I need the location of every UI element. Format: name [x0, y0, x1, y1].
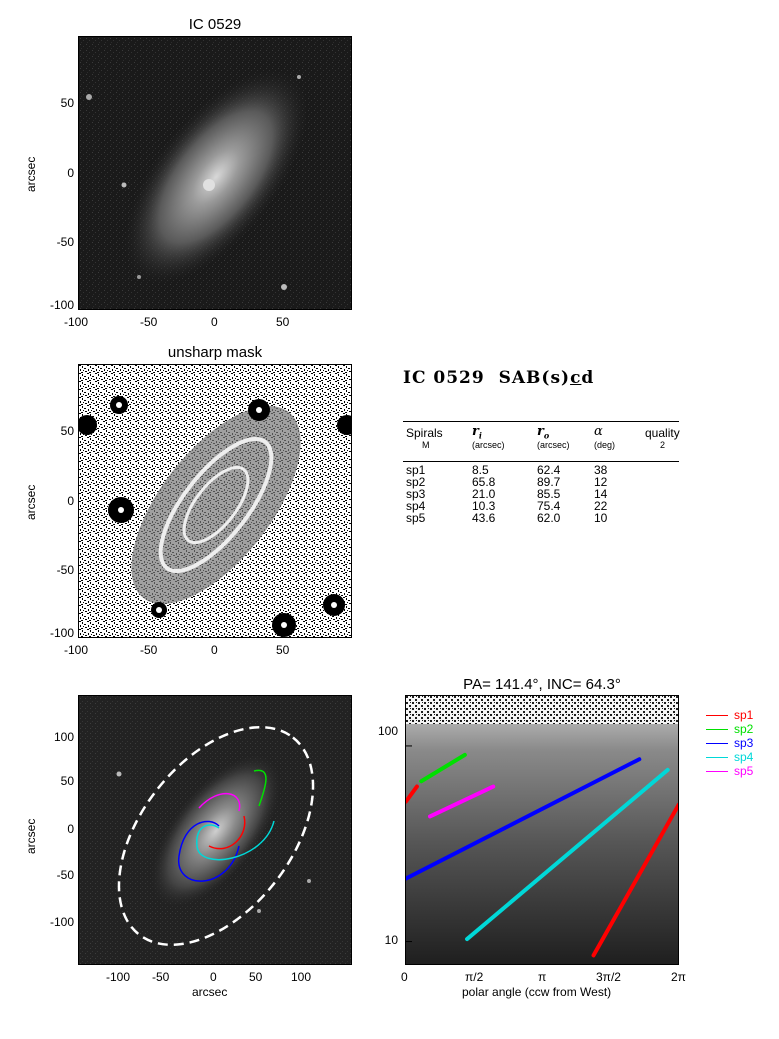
- morph-c: c: [570, 368, 582, 388]
- panel4-polar-plot: [405, 695, 679, 965]
- hdr-ri-unit: (arcsec): [472, 440, 505, 450]
- panel4-xtick: 3π/2: [596, 970, 621, 984]
- legend-swatch: [706, 757, 728, 759]
- panel2-xtick: -100: [64, 643, 89, 657]
- panel1-xtick: 0: [211, 315, 218, 329]
- panel4-xtick: 2π: [671, 970, 686, 984]
- legend-item: sp1: [706, 708, 753, 722]
- spirals-table: sp1 8.5 62.4 38 sp2 65.8 89.7 12 sp3 21.0 85.5 14…: [406, 464, 607, 524]
- table-mid-rule: [403, 461, 679, 462]
- table-top-rule: [403, 421, 679, 422]
- legend-item: sp3: [706, 736, 753, 750]
- panel3-ytick: -50: [56, 868, 74, 882]
- panel3-xtick: 50: [249, 970, 263, 984]
- galaxy-name: IC 0529: [403, 368, 485, 388]
- panel3-ytick: 0: [67, 822, 74, 836]
- legend-item: sp2: [706, 722, 753, 736]
- panel3-ylabel: arcsec: [24, 818, 38, 854]
- panel4-ytick: 100: [377, 724, 398, 738]
- series-line-sp1: [406, 784, 419, 804]
- hdr-quality: quality: [645, 426, 680, 440]
- panel2-ytick: -50: [56, 563, 74, 577]
- table-row: sp4 10.3 75.4 22: [406, 499, 608, 513]
- legend-item: sp5: [706, 764, 753, 778]
- hdr-spirals: Spirals: [406, 426, 443, 440]
- series-line-sp2: [419, 752, 467, 784]
- panel3-xtick: 100: [291, 970, 312, 984]
- panel1-title: IC 0529: [188, 16, 242, 33]
- morph-post: d: [581, 368, 595, 388]
- legend-swatch: [706, 743, 728, 745]
- table-row: sp5 43.6 62.0 10: [406, 511, 608, 525]
- panel4-title: PA= 141.4°, INC= 64.3°: [463, 676, 621, 693]
- legend-swatch: [706, 771, 728, 773]
- panel2-ytick: -100: [49, 626, 74, 640]
- series-line-sp4: [465, 767, 670, 942]
- morph-pre: SAB(s): [498, 368, 571, 388]
- panel1-xtick: -100: [64, 315, 89, 329]
- panel2-xtick: -50: [140, 643, 158, 657]
- panel2-title: unsharp mask: [167, 344, 263, 361]
- panel3-ytick: 50: [60, 774, 74, 788]
- panel1-ylabel: arcsec: [24, 156, 38, 192]
- panel1-ytick: -100: [49, 298, 74, 312]
- hdr-alpha-unit: (deg): [594, 440, 616, 450]
- legend-item: sp4: [706, 750, 753, 764]
- legend-swatch: [706, 715, 728, 717]
- polar-chart-svg: [406, 696, 678, 964]
- panel2-xtick: 0: [211, 643, 218, 657]
- panel1-xtick: -50: [140, 315, 158, 329]
- panel4-xlabel: polar angle (ccw from West): [462, 985, 612, 999]
- panel1-xtick: 50: [276, 315, 290, 329]
- panel2-ytick: 0: [67, 494, 74, 508]
- galaxy-classification-title: IC 0529 SAB(s)cd: [403, 368, 594, 388]
- panel3-xtick: -100: [106, 970, 131, 984]
- hdr-ro: ro: [537, 424, 550, 441]
- panel2-unsharp-image: [78, 364, 352, 638]
- hdr-ro-unit: (arcsec): [537, 440, 570, 450]
- panel4-xtick: π/2: [465, 970, 484, 984]
- panel1-ytick: -50: [56, 235, 74, 249]
- panel2-xtick: 50: [276, 643, 290, 657]
- panel4-ytick: 10: [384, 933, 398, 947]
- table-row: sp1 8.5 62.4 38: [406, 463, 608, 477]
- table-row: sp2 65.8 89.7 12: [406, 475, 608, 489]
- hdr-ri: ri: [472, 424, 482, 441]
- panel3-ytick: -100: [49, 915, 74, 929]
- hdr-m: M: [422, 440, 430, 450]
- series-line-sp5: [427, 784, 496, 819]
- spiral-legend: sp1 sp2 sp3 sp4 sp5: [706, 708, 753, 778]
- panel4-xtick: 0: [401, 970, 408, 984]
- table-row: sp3 21.0 85.5 14: [406, 487, 608, 501]
- hdr-alpha: α: [594, 424, 603, 439]
- panel3-xtick: 0: [210, 970, 217, 984]
- legend-swatch: [706, 729, 728, 731]
- panel2-ylabel: arcsec: [24, 484, 38, 520]
- panel2-ytick: 50: [60, 424, 74, 438]
- panel3-xlabel: arcsec: [192, 985, 228, 999]
- panel1-ytick: 50: [60, 96, 74, 110]
- panel3-overlay-image: [78, 695, 352, 965]
- hdr-quality-val: 2: [660, 440, 666, 450]
- panel1-ytick: 0: [67, 166, 74, 180]
- panel1-galaxy-image: [78, 36, 352, 310]
- series-line-sp3: [406, 757, 642, 881]
- series-line-sp1: [591, 802, 678, 958]
- panel4-xtick: π: [538, 970, 547, 984]
- panel3-xtick: -50: [152, 970, 170, 984]
- panel3-ytick: 100: [53, 730, 74, 744]
